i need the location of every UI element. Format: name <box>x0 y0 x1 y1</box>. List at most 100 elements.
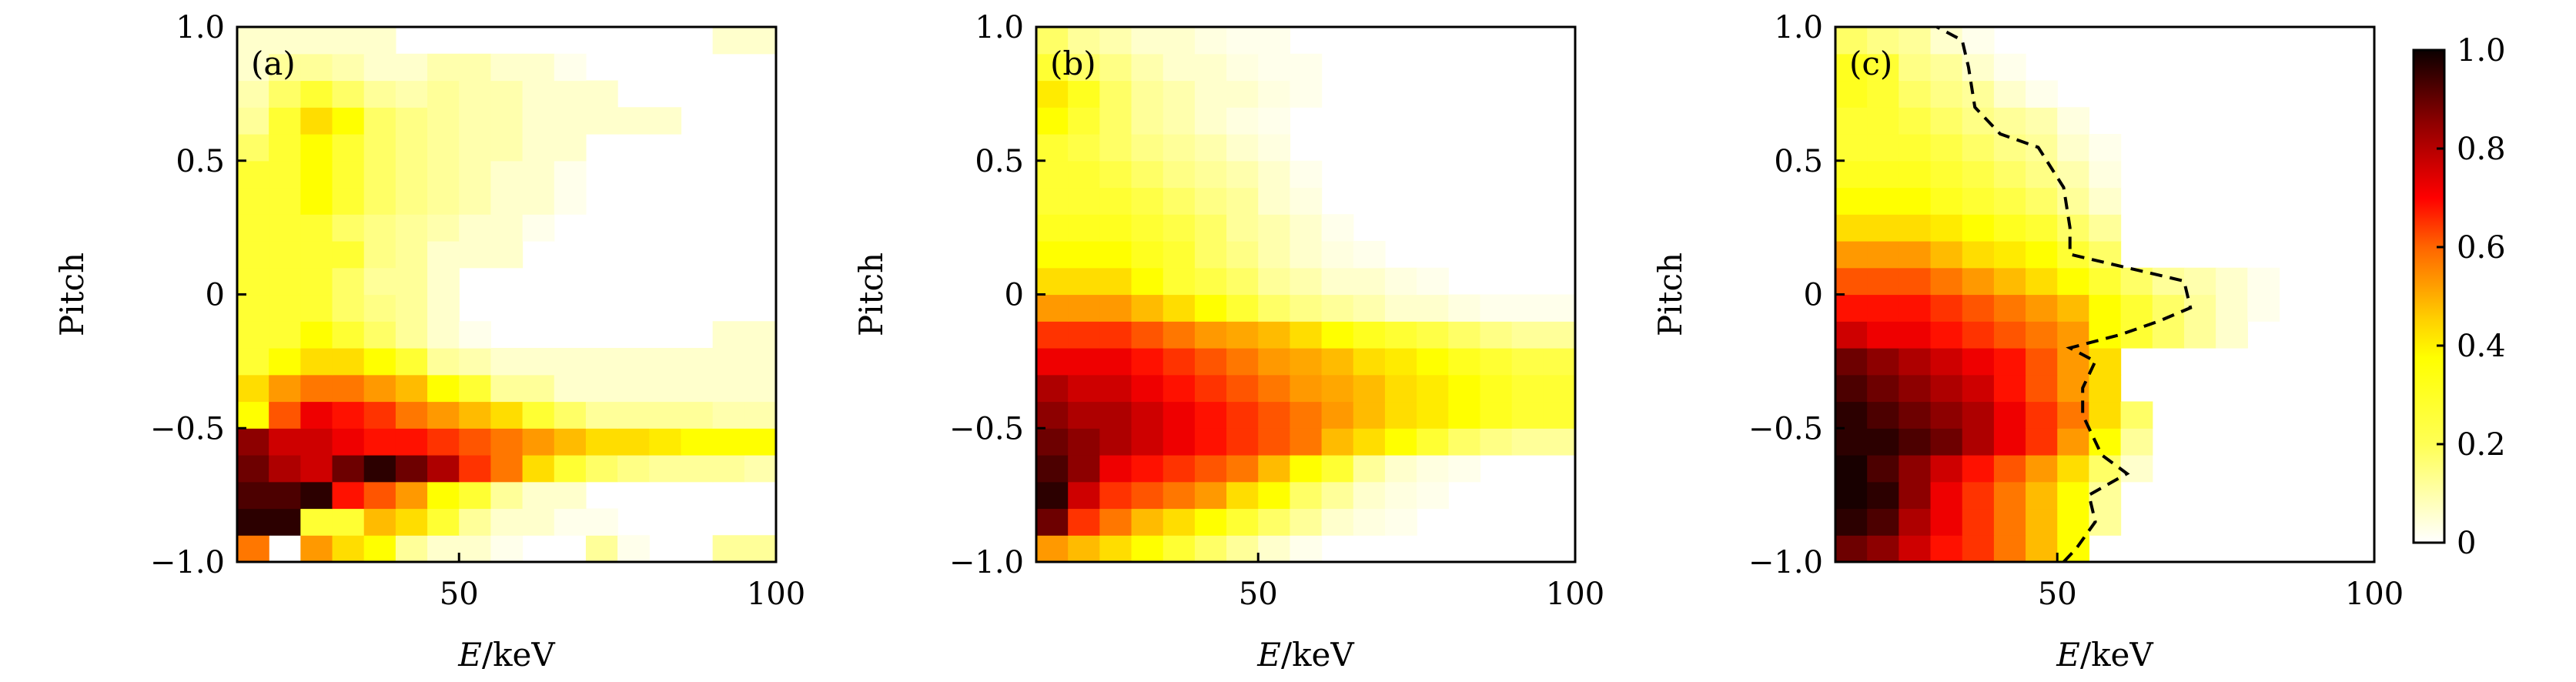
heatmap-cell <box>522 508 555 536</box>
heatmap-cell <box>1930 80 1963 108</box>
heatmap-cell <box>1163 348 1196 376</box>
heatmap-cell <box>1384 401 1417 429</box>
heatmap-cell <box>395 187 428 215</box>
heatmap-cell <box>395 267 428 296</box>
heatmap-cell <box>1899 160 1932 189</box>
heatmap-cell <box>490 160 524 189</box>
heatmap-cell <box>1258 294 1291 322</box>
heatmap-cell <box>585 428 618 456</box>
heatmap-cell <box>1962 321 1995 349</box>
heatmap-cell <box>1226 53 1259 82</box>
heatmap-cell <box>1448 455 1481 483</box>
heatmap-cell <box>1194 374 1227 403</box>
heatmap-cell <box>1194 401 1227 429</box>
heatmap-cell <box>1480 321 1513 349</box>
heatmap-cell <box>585 374 618 403</box>
heatmap-cell <box>1930 535 1963 563</box>
heatmap-cell <box>1163 53 1196 82</box>
heatmap-cell <box>1131 401 1164 429</box>
y-tick-label: 0 <box>1005 278 1024 313</box>
heatmap-cell <box>490 374 524 403</box>
heatmap-cell <box>1321 321 1354 349</box>
heatmap-cell <box>1993 267 2026 296</box>
heatmap-cell <box>1930 455 1963 483</box>
y-axis-label-b: Pitch <box>852 252 890 336</box>
heatmap-cell <box>1835 535 1868 563</box>
heatmap-cell <box>681 428 714 456</box>
heatmap-cell <box>2026 107 2058 135</box>
heatmap-cell <box>1131 348 1164 376</box>
heatmap-cell <box>2026 348 2058 376</box>
heatmap-cell <box>490 455 524 483</box>
y-tick-label: −1.0 <box>150 545 225 580</box>
heatmap-cell <box>2089 374 2122 403</box>
heatmap-cell <box>427 321 460 349</box>
heatmap-cell <box>1899 214 1932 242</box>
heatmap-cell <box>585 508 618 536</box>
heatmap-cell <box>1930 134 1963 162</box>
heatmap-cell <box>427 241 460 269</box>
heatmap-cell <box>1258 53 1291 82</box>
x-tick-label: 50 <box>1239 577 1278 612</box>
heatmap-cell <box>744 27 777 55</box>
heatmap-cell <box>1194 241 1227 269</box>
heatmap-cell <box>1993 160 2026 189</box>
heatmap-cell <box>1131 428 1164 456</box>
heatmap-cell <box>1480 348 1513 376</box>
heatmap-cell <box>617 428 650 456</box>
heatmap-cell <box>1068 134 1100 162</box>
x-axis-a: 50 100 <box>440 553 805 612</box>
heatmap-cell <box>1867 53 1899 82</box>
heatmap-cell <box>1258 107 1291 135</box>
heatmap-cell <box>1226 27 1259 55</box>
heatmap-cell <box>1384 294 1417 322</box>
heatmap-cell <box>332 348 365 376</box>
heatmap-cell <box>1962 134 1995 162</box>
heatmap-cell <box>1290 401 1323 429</box>
heatmap-cell <box>1068 267 1100 296</box>
heatmap-cell <box>1930 481 1963 510</box>
heatmap-cell <box>681 374 714 403</box>
heatmap-cell <box>2026 428 2058 456</box>
heatmap-cell <box>332 241 365 269</box>
heatmap-cell <box>2057 294 2090 322</box>
heatmap-cell <box>300 428 333 456</box>
heatmap-cell <box>1993 348 2026 376</box>
heatmap-cell <box>617 374 650 403</box>
heatmap-cells-b <box>1036 27 1576 563</box>
heatmap-cell <box>427 80 460 108</box>
heatmap-cell <box>1962 267 1995 296</box>
heatmap-cell <box>1258 80 1291 108</box>
heatmap-cell <box>237 455 269 483</box>
heatmap-cell <box>2089 348 2122 376</box>
heatmap-cell <box>1068 535 1100 563</box>
heatmap-cell <box>1993 401 2026 429</box>
y-tick-label: 1.0 <box>176 10 225 45</box>
heatmap-cell <box>1417 481 1449 510</box>
heatmap-cell <box>1899 535 1932 563</box>
heatmap-cell <box>1068 187 1100 215</box>
heatmap-cell <box>1899 187 1932 215</box>
heatmap-cell <box>459 481 492 510</box>
heatmap-cell <box>1899 53 1932 82</box>
heatmap-cell <box>585 401 618 429</box>
heatmap-cell <box>1321 481 1354 510</box>
heatmap-cell <box>1036 241 1069 269</box>
heatmap-cell <box>1993 428 2026 456</box>
heatmap-cell <box>269 267 301 296</box>
heatmap-cell <box>1036 481 1069 510</box>
heatmap-cell <box>300 187 333 215</box>
heatmap-cell <box>1353 374 1386 403</box>
heatmap-cell <box>522 455 555 483</box>
heatmap-cell <box>1163 107 1196 135</box>
y-tick-label: −1.0 <box>1748 545 1823 580</box>
heatmap-cell <box>363 321 396 349</box>
heatmap-cell <box>1543 428 1576 456</box>
heatmap-cell <box>1899 348 1932 376</box>
heatmap-cell <box>649 401 682 429</box>
heatmap-cell <box>363 107 396 135</box>
heatmap-cell <box>1480 294 1513 322</box>
heatmap-cell <box>1321 508 1354 536</box>
heatmap-cell <box>1867 267 1899 296</box>
